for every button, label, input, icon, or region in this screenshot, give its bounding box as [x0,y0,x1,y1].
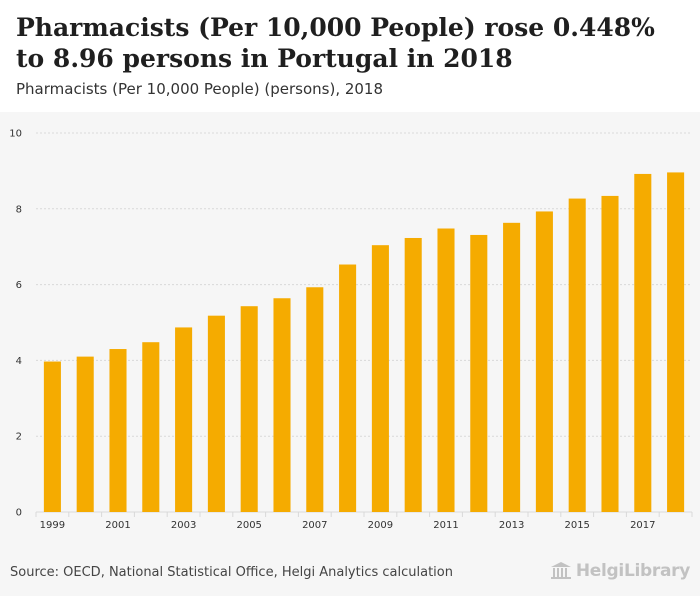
header: Pharmacists (Per 10,000 People) rose 0.4… [0,0,700,112]
bar-2013 [503,222,521,512]
bar-2005 [240,306,258,512]
bar-2011 [437,228,455,512]
bar-2001 [109,349,127,512]
x-tick-label: 2011 [433,520,458,531]
bar-2017 [634,173,652,512]
y-tick-label: 2 [16,432,22,443]
x-tick-label: 2017 [630,520,655,531]
bar-2004 [207,315,225,512]
x-tick-label: 2015 [564,520,589,531]
bar-1999 [43,361,61,512]
bar-2018 [667,172,685,512]
x-tick-label: 2009 [368,520,393,531]
x-tick-label: 1999 [40,520,65,531]
chart-area: 0 2 4 6 8 10 1999 2001 2003 2005 2007 2009 2011 2013 2… [0,112,700,596]
y-tick-label: 8 [16,204,22,215]
chart-subtitle: Pharmacists (Per 10,000 People) (persons… [16,80,384,98]
x-tick-label: 2013 [499,520,524,531]
bar-2000 [76,356,94,512]
x-tick-label: 2007 [302,520,327,531]
bar-2007 [306,287,324,512]
x-tick-label: 2001 [105,520,130,531]
bar-2009 [371,245,389,512]
y-tick-label: 10 [9,129,22,140]
y-tick-label: 4 [16,356,22,367]
bar-2002 [142,342,160,512]
bar-2006 [273,298,291,512]
y-tick-label: 6 [16,280,22,291]
bar-2015 [568,198,586,512]
bar-2010 [404,237,422,512]
bar-2008 [339,264,357,512]
chart-title: Pharmacists (Per 10,000 People) rose 0.4… [16,13,655,73]
logo-text: HelgiLibrary [575,561,690,581]
x-tick-label: 2005 [236,520,261,531]
source-note: Source: OECD, National Statistical Offic… [10,565,453,580]
helgi-library-logo[interactable]: HelgiLibrary [550,561,690,581]
bar-2012 [470,234,488,512]
library-building-icon [550,562,571,579]
bar-2016 [601,195,619,512]
y-tick-label: 0 [16,508,22,519]
bar-2014 [535,211,553,512]
x-tick-label: 2003 [171,520,196,531]
bar-chart: 0 2 4 6 8 10 1999 2001 2003 2005 2007 2009 2011 2013 2… [9,129,693,531]
bar-2003 [175,327,193,512]
